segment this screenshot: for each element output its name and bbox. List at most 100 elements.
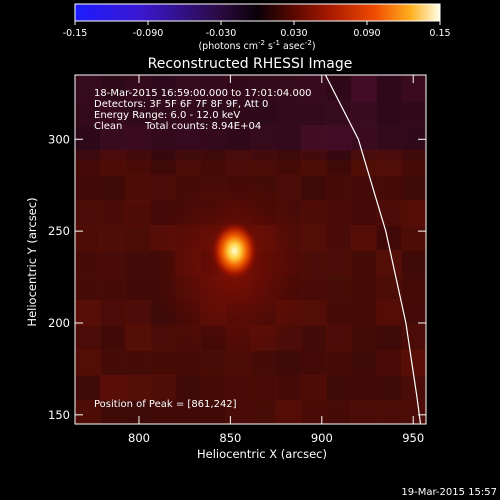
heatmap-cell (75, 300, 101, 326)
heatmap-cell (200, 75, 227, 101)
heatmap-cell (100, 125, 127, 151)
heatmap-cell (326, 350, 352, 376)
heatmap-cell (100, 225, 127, 251)
heatmap-cell (125, 250, 152, 276)
heatmap-cell (401, 75, 426, 101)
heatmap-cell (326, 325, 352, 351)
heatmap-cell (326, 400, 352, 424)
colorbar-ticks: -0.15 -0.090 -0.030 0.030 0.090 0.15 (63, 21, 451, 39)
heatmap-cell (175, 75, 202, 101)
y-tick-label: 150 (48, 408, 70, 422)
annotation-energy-range: Energy Range: 6.0 - 12.0 keV (94, 110, 240, 121)
heatmap-cell (326, 300, 352, 326)
heatmap-cell (300, 400, 327, 424)
colorbar-tick-label: -0.030 (206, 28, 237, 39)
y-tick-label: 200 (48, 316, 70, 330)
heatmap-cell (300, 350, 327, 376)
heatmap-cell (275, 125, 302, 151)
colorbar-tick-label: 0.090 (353, 28, 380, 39)
heatmap-cell (100, 275, 127, 301)
colorbar: -0.15 -0.090 -0.030 0.030 0.090 0.15 (photons… (63, 3, 451, 52)
heatmap-cell (376, 75, 403, 101)
heatmap-cell (351, 225, 378, 251)
heatmap-cell (200, 375, 227, 401)
heatmap-cell (225, 375, 252, 401)
heatmap-cell (225, 100, 252, 126)
heatmap-cell (150, 375, 177, 401)
heatmap-cell (401, 125, 426, 151)
heatmap-cell (125, 350, 152, 376)
heatmap-cell (100, 300, 127, 326)
heatmap-cell (125, 150, 152, 176)
heatmap-cell (250, 375, 277, 401)
heatmap-cell (175, 400, 202, 424)
heatmap-cell (75, 225, 101, 251)
annotation-total-counts: Total counts: 8.94E+04 (144, 121, 261, 132)
y-axis-ticks: 150 200 250 300 (48, 132, 426, 422)
heatmap-cell (225, 125, 252, 151)
heatmap-cell (150, 325, 177, 351)
heatmap-cell (75, 100, 101, 126)
heatmap-cell (351, 250, 378, 276)
heatmap-cell (275, 350, 302, 376)
heatmap-cell (300, 75, 327, 101)
heatmap-cell (75, 175, 101, 201)
heatmap-cell (300, 375, 327, 401)
plot-frame (74, 74, 427, 425)
heatmap-cell (351, 275, 378, 301)
colorbar-tick-label: 0.030 (280, 28, 307, 39)
heatmap-cell (125, 125, 152, 151)
x-tick-label: 900 (311, 431, 333, 445)
heatmap-cell (75, 350, 101, 376)
heatmap-cell (275, 375, 302, 401)
heatmap-cell (401, 375, 426, 401)
heatmap-cell (401, 200, 426, 226)
heatmap-cell (75, 275, 101, 301)
heatmap-cell (351, 400, 378, 424)
heatmap-cell (326, 275, 352, 301)
heatmap-cell (401, 350, 426, 376)
heatmap-cell (275, 100, 302, 126)
heatmap-cell (401, 150, 426, 176)
heatmap-cell (100, 175, 127, 201)
heatmap-cell (401, 325, 426, 351)
heatmap-cell (100, 100, 127, 126)
heatmap-cell (150, 75, 177, 101)
heatmap-cell (100, 150, 127, 176)
heatmap-cell (75, 400, 101, 424)
x-axis-ticks: 800 850 900 950 (128, 75, 424, 445)
heatmap-cell (75, 75, 101, 101)
x-tick-label: 850 (219, 431, 241, 445)
heatmap-cell (401, 275, 426, 301)
heatmap-cell (376, 175, 403, 201)
heatmap-cell (75, 250, 101, 276)
heatmap-cell (150, 125, 177, 151)
heatmap-cell (300, 175, 327, 201)
annotation-time-range: 18-Mar-2015 16:59:00.000 to 17:01:04.000 (94, 88, 312, 99)
colorbar-unit-label: (photons cm-2 s-1 asec-2) (198, 39, 315, 52)
colorbar-tick-label: 0.15 (429, 28, 450, 39)
heatmap-cell (175, 150, 202, 176)
heatmap-cell (250, 400, 277, 424)
heatmap-cell (351, 200, 378, 226)
heatmap-cell (351, 300, 378, 326)
heatmap-cell (75, 375, 101, 401)
heatmap-cell (376, 400, 403, 424)
x-tick-label: 800 (128, 431, 150, 445)
footer-date: 19-Mar-2015 15:57 (401, 487, 497, 498)
heatmap-cell (125, 175, 152, 201)
heatmap-cell (100, 250, 127, 276)
heatmap-cell (100, 350, 127, 376)
heatmap-cell (401, 225, 426, 251)
heatmap-cell (376, 300, 403, 326)
solar-limb-curve (324, 75, 422, 424)
heatmap-cell (200, 125, 227, 151)
heatmap-cell (175, 375, 202, 401)
heatmap-cell (175, 350, 202, 376)
heatmap-cell (125, 100, 152, 126)
annotation-block: 18-Mar-2015 16:59:00.000 to 17:01:04.000… (94, 88, 312, 410)
heatmap-cell (250, 75, 277, 101)
heatmap-peak-source (210, 220, 259, 281)
heatmap-cell (125, 200, 152, 226)
